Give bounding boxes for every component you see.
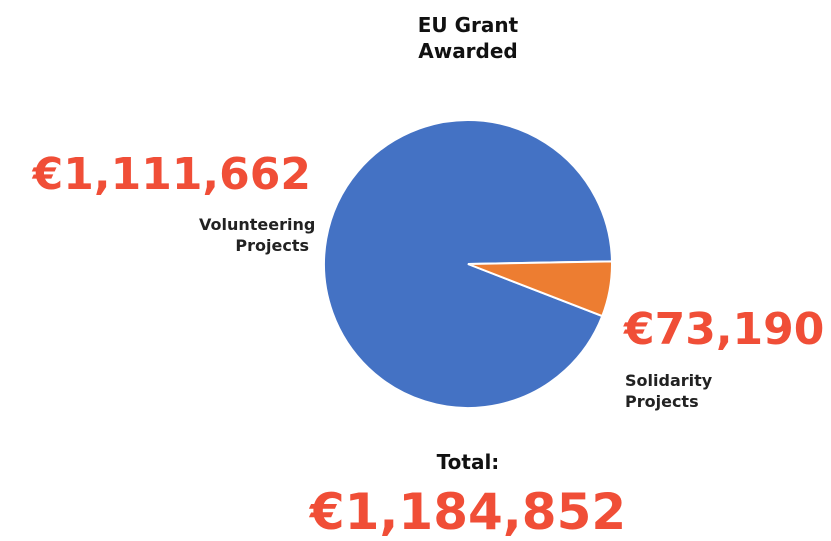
total-value: €1,184,852 [309,483,627,541]
chart-title: EU Grant Awarded [417,13,519,63]
total-label: Total: [436,450,500,474]
value-label: €73,190 [624,304,825,355]
value-label: €1,111,662 [32,149,311,200]
category-label: Volunteering Projects [199,215,316,255]
category-label: Solidarity Projects [625,371,713,411]
pie-slice [467,260,613,318]
